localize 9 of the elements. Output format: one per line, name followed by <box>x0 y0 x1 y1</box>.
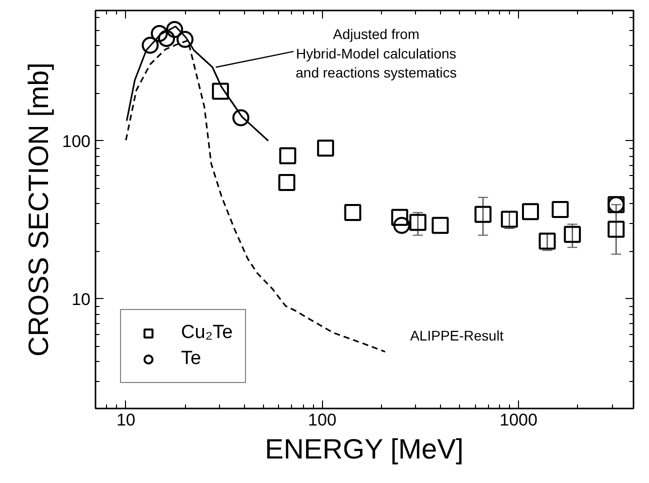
annotation: Adjusted from Hybrid-Model calculations and reactions systematics <box>296 26 457 81</box>
x-tick-label: 10 <box>116 410 136 430</box>
x-tick-label: 1000 <box>500 410 538 430</box>
y-axis-title: CROSS SECTION [mb] <box>23 62 54 357</box>
legend-label: Te <box>181 348 202 370</box>
x-axis-title: ENERGY [MeV] <box>264 434 464 464</box>
annotation: ALIPPE-Result <box>410 328 504 344</box>
legend-label: Cu₂Te <box>181 322 233 344</box>
x-tick-label: 100 <box>308 410 336 430</box>
